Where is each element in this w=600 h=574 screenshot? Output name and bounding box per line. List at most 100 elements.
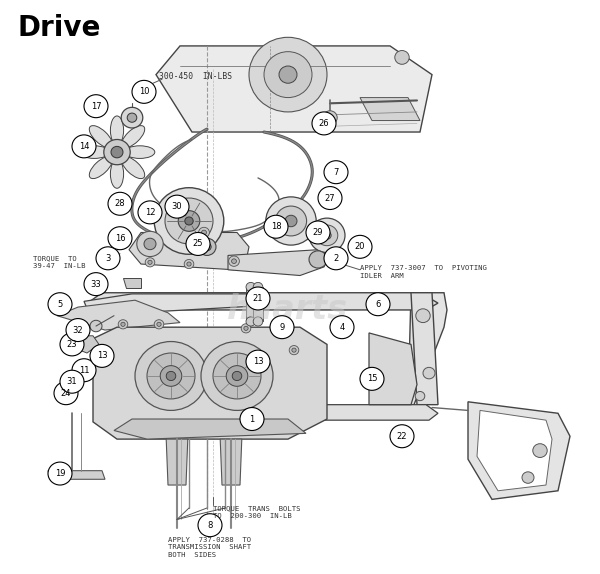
Circle shape [187,262,191,266]
Circle shape [108,227,132,250]
Polygon shape [123,278,141,288]
Polygon shape [477,410,552,491]
Polygon shape [48,471,105,479]
Ellipse shape [122,126,145,148]
Circle shape [275,206,307,236]
Circle shape [312,112,336,135]
Circle shape [84,273,108,296]
Text: 13: 13 [97,351,107,360]
Text: 20: 20 [355,242,365,251]
Circle shape [246,282,256,292]
Circle shape [264,215,288,238]
Circle shape [324,161,348,184]
Polygon shape [360,98,420,121]
Polygon shape [129,232,249,270]
Circle shape [232,259,236,263]
Polygon shape [408,293,447,405]
Circle shape [309,251,327,268]
Circle shape [121,107,143,128]
Circle shape [366,293,390,316]
Text: 27: 27 [325,193,335,203]
Text: 17: 17 [91,102,101,111]
Ellipse shape [89,157,112,179]
Circle shape [145,258,155,267]
Circle shape [135,342,207,410]
Text: 12: 12 [145,208,155,217]
Text: 24: 24 [61,389,71,398]
Polygon shape [84,294,267,313]
Circle shape [178,211,200,231]
Circle shape [395,51,409,64]
Circle shape [154,188,224,254]
Circle shape [309,218,345,253]
Polygon shape [90,293,438,310]
Circle shape [185,217,193,225]
Text: 4: 4 [340,323,344,332]
Circle shape [137,231,163,257]
Circle shape [415,391,425,401]
Polygon shape [220,439,242,485]
Text: 6: 6 [376,300,380,309]
Text: 5: 5 [58,300,62,309]
Circle shape [118,320,128,329]
Circle shape [90,320,102,332]
Circle shape [244,326,248,331]
Text: 7: 7 [334,168,338,177]
Circle shape [253,282,263,292]
Circle shape [96,247,120,270]
Circle shape [232,371,242,381]
Text: haarts: haarts [227,293,349,327]
Circle shape [306,221,330,244]
Text: 9: 9 [280,323,284,332]
Text: 300-450  IN-LBS: 300-450 IN-LBS [159,72,232,81]
Circle shape [111,146,123,158]
Ellipse shape [110,160,124,188]
Circle shape [132,80,156,103]
Circle shape [198,514,222,537]
Text: 14: 14 [79,142,89,151]
Circle shape [271,322,281,332]
Circle shape [198,238,216,255]
Circle shape [127,113,137,122]
Circle shape [318,187,342,210]
Circle shape [148,260,152,265]
Circle shape [533,444,547,457]
Ellipse shape [89,126,112,148]
Polygon shape [57,300,180,330]
Circle shape [285,215,297,227]
Ellipse shape [79,146,109,158]
Text: 13: 13 [253,357,263,366]
Text: 30: 30 [172,202,182,211]
Text: 23: 23 [67,340,77,349]
Circle shape [270,316,294,339]
Circle shape [54,382,78,405]
Ellipse shape [125,146,155,158]
Ellipse shape [110,116,124,145]
Circle shape [90,344,114,367]
Polygon shape [166,439,188,485]
Text: 33: 33 [91,280,101,289]
Circle shape [249,37,327,112]
Circle shape [48,293,72,316]
Circle shape [165,195,189,218]
Circle shape [213,353,261,399]
Circle shape [157,322,161,327]
Text: 3: 3 [106,254,110,263]
Text: TORQUE  TRANS  BOLTS
TO  200-300  IN-LB: TORQUE TRANS BOLTS TO 200-300 IN-LB [213,505,301,519]
Circle shape [360,367,384,390]
Polygon shape [369,333,417,405]
Text: Drive: Drive [18,14,101,42]
Circle shape [138,201,162,224]
Circle shape [324,247,348,270]
Circle shape [48,462,72,485]
Circle shape [246,350,270,373]
Circle shape [66,319,90,342]
Text: 26: 26 [319,119,329,128]
Text: 21: 21 [253,294,263,303]
Text: 16: 16 [115,234,125,243]
Polygon shape [228,250,330,276]
Circle shape [72,135,96,158]
Circle shape [423,367,435,379]
Circle shape [316,225,338,246]
Circle shape [266,197,316,245]
